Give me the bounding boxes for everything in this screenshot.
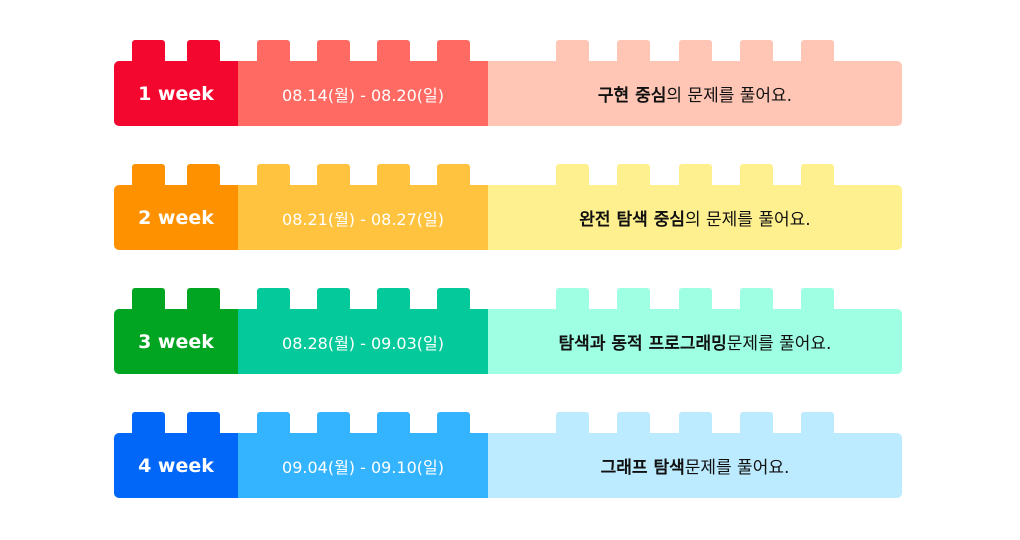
description-rest: 의 문제를 풀어요. bbox=[666, 86, 793, 106]
week-row-2: 2 week 08.21(월) - 08.27(일) 완전 탐색 중심 의 문제를… bbox=[114, 164, 902, 250]
week-label-block: 3 week bbox=[114, 309, 238, 374]
brick-stud bbox=[132, 40, 165, 64]
description-rest: 의 문제를 풀어요. bbox=[684, 210, 811, 230]
brick-stud bbox=[132, 412, 165, 436]
brick-stud bbox=[740, 40, 773, 64]
brick-stud bbox=[437, 164, 470, 188]
brick-stud bbox=[556, 164, 589, 188]
week-label: 4 week bbox=[138, 454, 214, 477]
date-range-block: 08.14(월) - 08.20(일) bbox=[238, 61, 488, 126]
description: 탐색과 동적 프로그래밍 문제를 풀어요. bbox=[488, 309, 902, 374]
brick-stud bbox=[617, 288, 650, 312]
brick-stud bbox=[801, 164, 834, 188]
description-rest: 문제를 풀어요. bbox=[726, 334, 832, 354]
brick-stud bbox=[740, 164, 773, 188]
week-label-block: 4 week bbox=[114, 433, 238, 498]
brick-stud bbox=[377, 288, 410, 312]
date-range: 08.21(월) - 08.27(일) bbox=[282, 209, 444, 229]
description: 완전 탐색 중심 의 문제를 풀어요. bbox=[488, 185, 902, 250]
brick-stud bbox=[257, 40, 290, 64]
brick-stud bbox=[740, 288, 773, 312]
week-label: 1 week bbox=[138, 82, 214, 105]
week-row-3: 3 week 08.28(월) - 09.03(일) 탐색과 동적 프로그래밍 … bbox=[114, 288, 902, 374]
description-highlight: 구현 중심 bbox=[597, 86, 667, 106]
brick-stud bbox=[187, 40, 220, 64]
description-highlight: 그래프 탐색 bbox=[600, 458, 685, 478]
brick-stud bbox=[437, 412, 470, 436]
brick-stud bbox=[437, 288, 470, 312]
brick-stud bbox=[679, 288, 712, 312]
brick-stud bbox=[132, 164, 165, 188]
brick-stud bbox=[801, 288, 834, 312]
date-range-block: 09.04(월) - 09.10(일) bbox=[238, 433, 488, 498]
brick-stud bbox=[556, 412, 589, 436]
brick-stud bbox=[187, 412, 220, 436]
date-range: 09.04(월) - 09.10(일) bbox=[282, 457, 444, 477]
brick-stud bbox=[377, 412, 410, 436]
brick-stud bbox=[556, 288, 589, 312]
description-block: 구현 중심 의 문제를 풀어요. bbox=[488, 61, 902, 126]
description-highlight: 탐색과 동적 프로그래밍 bbox=[558, 334, 727, 354]
brick-stud bbox=[257, 164, 290, 188]
week-label-block: 2 week bbox=[114, 185, 238, 250]
brick-stud bbox=[187, 164, 220, 188]
description-block: 탐색과 동적 프로그래밍 문제를 풀어요. bbox=[488, 309, 902, 374]
brick-stud bbox=[257, 412, 290, 436]
brick-stud bbox=[801, 40, 834, 64]
brick-stud bbox=[317, 40, 350, 64]
date-range: 08.14(월) - 08.20(일) bbox=[282, 85, 444, 105]
description: 그래프 탐색 문제를 풀어요. bbox=[488, 433, 902, 498]
week-label: 2 week bbox=[138, 206, 214, 229]
brick-stud bbox=[617, 40, 650, 64]
brick-stud bbox=[317, 288, 350, 312]
description-rest: 문제를 풀어요. bbox=[684, 458, 790, 478]
brick-stud bbox=[437, 40, 470, 64]
week-row-1: 1 week 08.14(월) - 08.20(일) 구현 중심 의 문제를 풀어… bbox=[114, 40, 902, 126]
brick-stud bbox=[801, 412, 834, 436]
week-row-4: 4 week 09.04(월) - 09.10(일) 그래프 탐색 문제를 풀어… bbox=[114, 412, 902, 498]
date-range-block: 08.28(월) - 09.03(일) bbox=[238, 309, 488, 374]
brick-stud bbox=[132, 288, 165, 312]
week-label-block: 1 week bbox=[114, 61, 238, 126]
brick-stud bbox=[187, 288, 220, 312]
brick-stud bbox=[617, 164, 650, 188]
brick-stud bbox=[679, 412, 712, 436]
brick-stud bbox=[377, 40, 410, 64]
description-block: 그래프 탐색 문제를 풀어요. bbox=[488, 433, 902, 498]
brick-stud bbox=[556, 40, 589, 64]
brick-stud bbox=[617, 412, 650, 436]
date-range: 08.28(월) - 09.03(일) bbox=[282, 333, 444, 353]
brick-stud bbox=[317, 412, 350, 436]
date-range-block: 08.21(월) - 08.27(일) bbox=[238, 185, 488, 250]
brick-stud bbox=[317, 164, 350, 188]
week-label: 3 week bbox=[138, 330, 214, 353]
brick-stud bbox=[679, 164, 712, 188]
description-highlight: 완전 탐색 중심 bbox=[579, 210, 685, 230]
brick-stud bbox=[257, 288, 290, 312]
description: 구현 중심 의 문제를 풀어요. bbox=[488, 61, 902, 126]
brick-stud bbox=[679, 40, 712, 64]
brick-stud bbox=[377, 164, 410, 188]
description-block: 완전 탐색 중심 의 문제를 풀어요. bbox=[488, 185, 902, 250]
brick-stud bbox=[740, 412, 773, 436]
